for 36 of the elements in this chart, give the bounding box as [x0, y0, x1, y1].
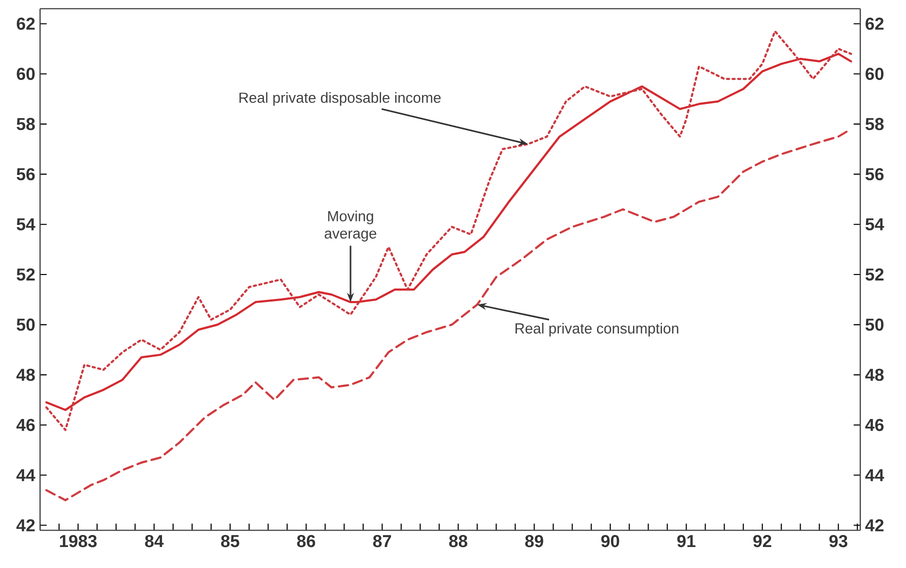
x-tick-label: 90 [601, 534, 620, 548]
y-tick-label: 60 [16, 68, 35, 80]
y2-tick-label: 62 [866, 18, 884, 30]
y-tick-label: 62 [16, 18, 35, 30]
x-tick-label: 87 [373, 534, 392, 548]
y-tick-label: 42 [16, 519, 35, 532]
y-tick-label: 54 [16, 218, 36, 230]
x-tick-label: 88 [449, 534, 468, 548]
x-tick-label: 89 [525, 534, 544, 548]
y-tick-label: 50 [16, 318, 35, 331]
x-tick-label: 91 [677, 534, 696, 548]
y2-tick-label: 42 [865, 519, 884, 532]
y-tick-label: 48 [16, 368, 35, 381]
annotation: Moving average [324, 210, 376, 242]
annotation: Real private disposable income [240, 92, 441, 106]
x-tick-label: 92 [753, 534, 772, 548]
y2-tick-label: 44 [865, 469, 884, 482]
y-tick-label: 58 [16, 118, 35, 130]
x-tick-label: 1983 [60, 534, 97, 548]
x-tick-label: 85 [221, 534, 240, 548]
y2-tick-label: 46 [865, 418, 884, 432]
y2-tick-label: 60 [866, 68, 884, 80]
y2-tick-label: 52 [866, 268, 884, 281]
y2-tick-label: 50 [866, 318, 884, 331]
y-tick-label: 44 [16, 469, 36, 482]
x-tick-label: 93 [829, 534, 848, 548]
y2-tick-label: 58 [866, 118, 884, 130]
y2-tick-label: 54 [866, 218, 884, 230]
y2-tick-label: 56 [866, 168, 884, 180]
y-tick-label: 52 [16, 268, 35, 281]
y-tick-label: 46 [16, 418, 35, 432]
annotation: Real private consumption [516, 322, 678, 336]
y-tick-label: 56 [16, 168, 35, 180]
x-tick-label: 86 [297, 534, 316, 548]
x-tick-label: 84 [145, 534, 164, 548]
y2-tick-label: 48 [865, 368, 884, 381]
